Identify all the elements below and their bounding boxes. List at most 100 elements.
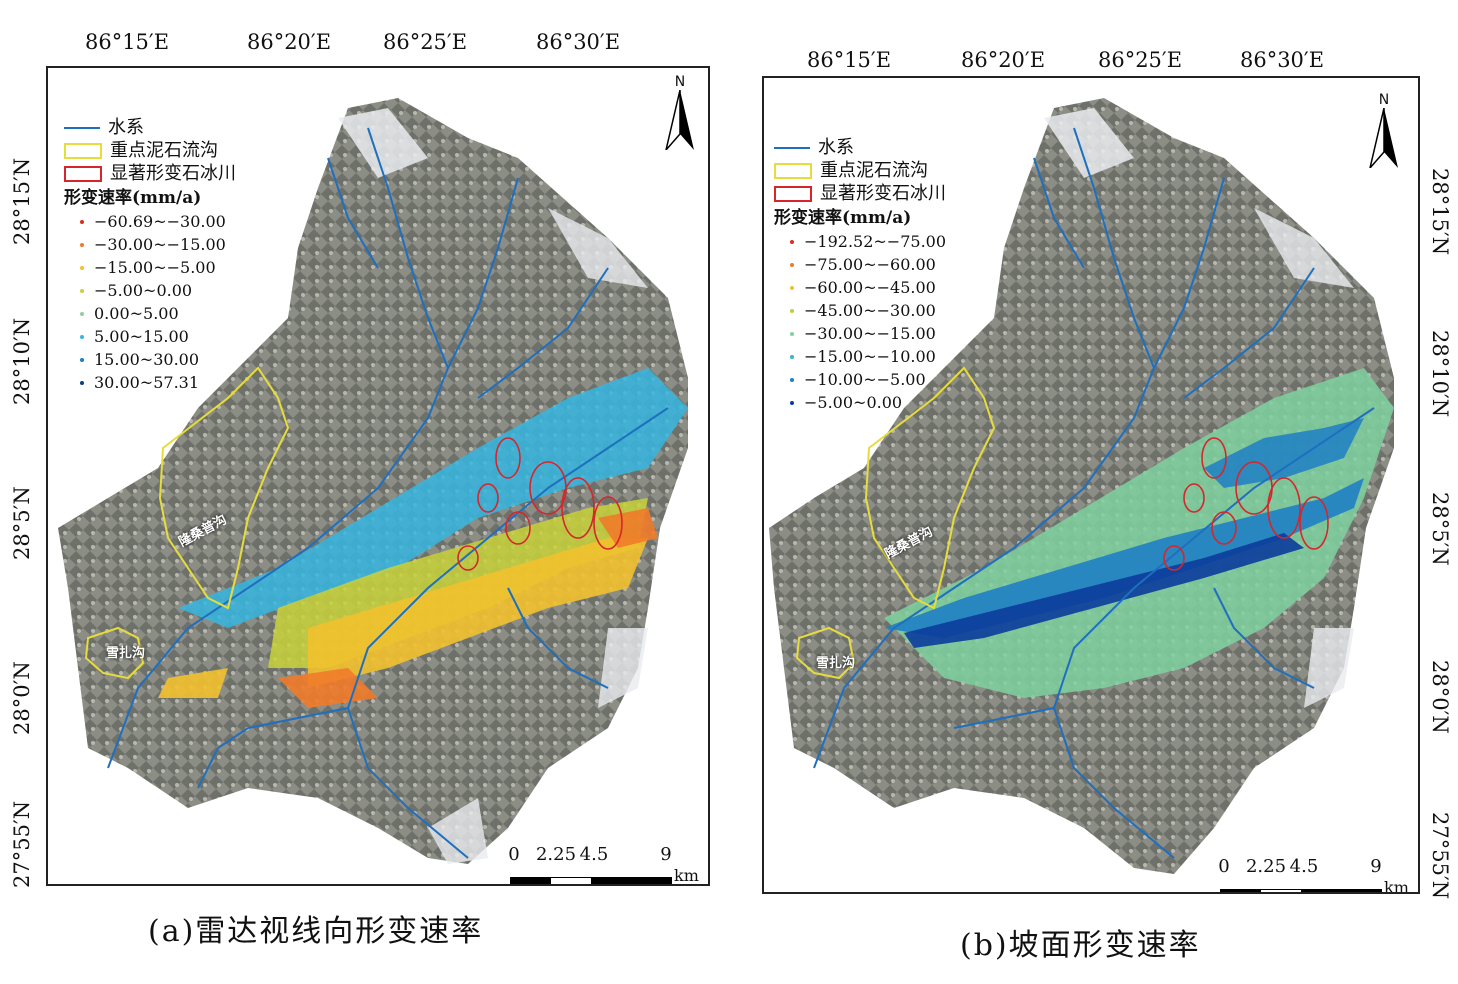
north-label: N (1378, 92, 1390, 108)
legend-rock-glacier-label: 显著形变石冰川 (110, 163, 236, 184)
deformation-zone-yellow-a (308, 538, 648, 688)
scale-label: 9 (1370, 856, 1382, 877)
lon-tick-b-3: 86°25′E (1097, 48, 1183, 72)
lat-tick-a-5: 27°55′N (10, 800, 34, 888)
lon-tick-b-4: 86°30′E (1239, 48, 1325, 72)
legend-dot (80, 288, 84, 293)
legend-dot (80, 334, 84, 339)
scale-label: 0 (1218, 856, 1230, 877)
legend-dot (80, 357, 84, 362)
legend-class-label: −15.00~−5.00 (94, 258, 216, 277)
legend-dot (790, 400, 794, 405)
lat-tick-a-1: 28°15′N (10, 157, 34, 245)
legend-river-label: 水系 (818, 137, 854, 158)
deformation-zone-blue-b (884, 478, 1364, 638)
legend-dot (80, 242, 84, 247)
deformation-zone-darkblue-b (904, 533, 1304, 648)
legend-dot (80, 265, 84, 270)
legend-rate-title: 形变速率(mm/a) (774, 208, 912, 228)
lon-tick-b-1: 86°15′E (806, 48, 892, 72)
legend-b: 水系 重点泥石流沟 显著形变石冰川 形变速率(mm/a) −192.52~−75… (774, 136, 946, 414)
legend-dot (790, 377, 794, 382)
legend-dot (790, 239, 794, 244)
legend-debris-gully-label: 重点泥石流沟 (110, 140, 218, 161)
north-arrow-b: N (1364, 92, 1404, 172)
gully-label-xuezha: 雪扎沟 (816, 656, 856, 671)
legend-dot (80, 219, 84, 224)
lon-tick-a-3: 86°25′E (382, 30, 468, 54)
scale-bar-graphic (510, 877, 672, 884)
legend-rock-glacier-label: 显著形变石冰川 (820, 183, 946, 204)
legend-dot (790, 262, 794, 267)
terrain-map-a (58, 98, 688, 864)
debris-gully-xuezha-b (795, 626, 856, 680)
north-arrow-icon (665, 89, 694, 151)
legend-dot (80, 311, 84, 316)
lat-tick-b-4: 28°0′N (1428, 660, 1452, 734)
scale-label: 2.25 (535, 844, 577, 865)
lat-tick-a-4: 28°0′N (10, 661, 34, 735)
legend-dot (790, 331, 794, 336)
legend-class-label: −60.00~−45.00 (804, 278, 936, 297)
scale-bar-graphic (1220, 889, 1382, 892)
lon-tick-a-1: 86°15′E (84, 30, 170, 54)
rock-glaciers-b (1163, 437, 1329, 571)
legend-class-label: −30.00~−15.00 (94, 235, 226, 254)
scale-label: 0 (508, 844, 520, 865)
legend-class-label: 15.00~30.00 (94, 350, 200, 369)
lat-tick-b-1: 28°15′N (1428, 168, 1452, 256)
legend-class-label: −45.00~−30.00 (804, 301, 936, 320)
lon-tick-b-2: 86°20′E (960, 48, 1046, 72)
legend-a: 水系 重点泥石流沟 显著形变石冰川 形变速率(mm/a) −60.69~−30.… (64, 116, 236, 394)
lat-tick-b-3: 28°5′N (1428, 492, 1452, 566)
scalebar-b: 0 2.25 4.5 9 km (1218, 856, 1409, 892)
caption-b: (b)坡面形变速率 (960, 928, 1201, 963)
scalebar-a: 0 2.25 4.5 9 km (508, 844, 699, 885)
legend-class-label: −30.00~−15.00 (804, 324, 936, 343)
gully-label-xuezha: 雪扎沟 (106, 646, 146, 661)
legend-debris-gully-label: 重点泥石流沟 (820, 160, 928, 181)
legend-class-label: −192.52~−75.00 (804, 232, 947, 251)
debris-gully-longsangpu-b (864, 366, 996, 610)
scale-label: 4.5 (1289, 856, 1319, 877)
legend-rate-title: 形变速率(mm/a) (64, 188, 202, 208)
basin-terrain-b (769, 98, 1394, 874)
rock-glacier-legend-symbol (774, 185, 812, 202)
rock-glaciers-a (457, 437, 623, 571)
lat-tick-a-2: 28°10′N (10, 317, 34, 405)
scale-unit: km (674, 866, 699, 885)
legend-dot (790, 354, 794, 359)
legend-class-label: −10.00~−5.00 (804, 370, 926, 389)
legend-class-label: −5.00~0.00 (94, 281, 193, 300)
north-arrow-icon (1369, 107, 1398, 169)
legend-class-label: −15.00~−10.00 (804, 347, 936, 366)
debris-gully-xuezha-a (84, 626, 145, 680)
lat-tick-b-5: 27°55′N (1428, 812, 1452, 900)
north-label: N (674, 74, 686, 90)
scale-label: 9 (660, 844, 672, 865)
legend-class-label: 30.00~57.31 (94, 373, 200, 392)
terrain-map-b (769, 98, 1394, 874)
legend-dot (80, 380, 84, 385)
river-legend-symbol (64, 126, 100, 129)
river-network-b (813, 127, 1375, 859)
debris-gully-legend-symbol (774, 162, 812, 179)
scale-label: 4.5 (579, 844, 609, 865)
debris-gully-longsangpu-a (158, 366, 290, 610)
debris-gully-legend-symbol (64, 142, 102, 159)
lon-tick-a-4: 86°30′E (535, 30, 621, 54)
lon-tick-a-2: 86°20′E (246, 30, 332, 54)
caption-a: (a)雷达视线向形变速率 (148, 914, 484, 949)
river-legend-symbol (774, 146, 810, 149)
legend-class-label: −60.69~−30.00 (94, 212, 226, 231)
lat-tick-b-2: 28°10′N (1428, 330, 1452, 418)
legend-river-label: 水系 (108, 117, 144, 138)
legend-class-label: −75.00~−60.00 (804, 255, 936, 274)
map-panel-b: 水系 重点泥石流沟 显著形变石冰川 形变速率(mm/a) −192.52~−75… (762, 76, 1420, 894)
lat-tick-a-3: 28°5′N (10, 486, 34, 560)
map-panel-a: 水系 重点泥石流沟 显著形变石冰川 形变速率(mm/a) −60.69~−30.… (46, 66, 710, 886)
legend-class-label: −5.00~0.00 (804, 393, 903, 412)
legend-dot (790, 308, 794, 313)
rock-glacier-legend-symbol (64, 165, 102, 182)
legend-class-label: 0.00~5.00 (94, 304, 179, 323)
